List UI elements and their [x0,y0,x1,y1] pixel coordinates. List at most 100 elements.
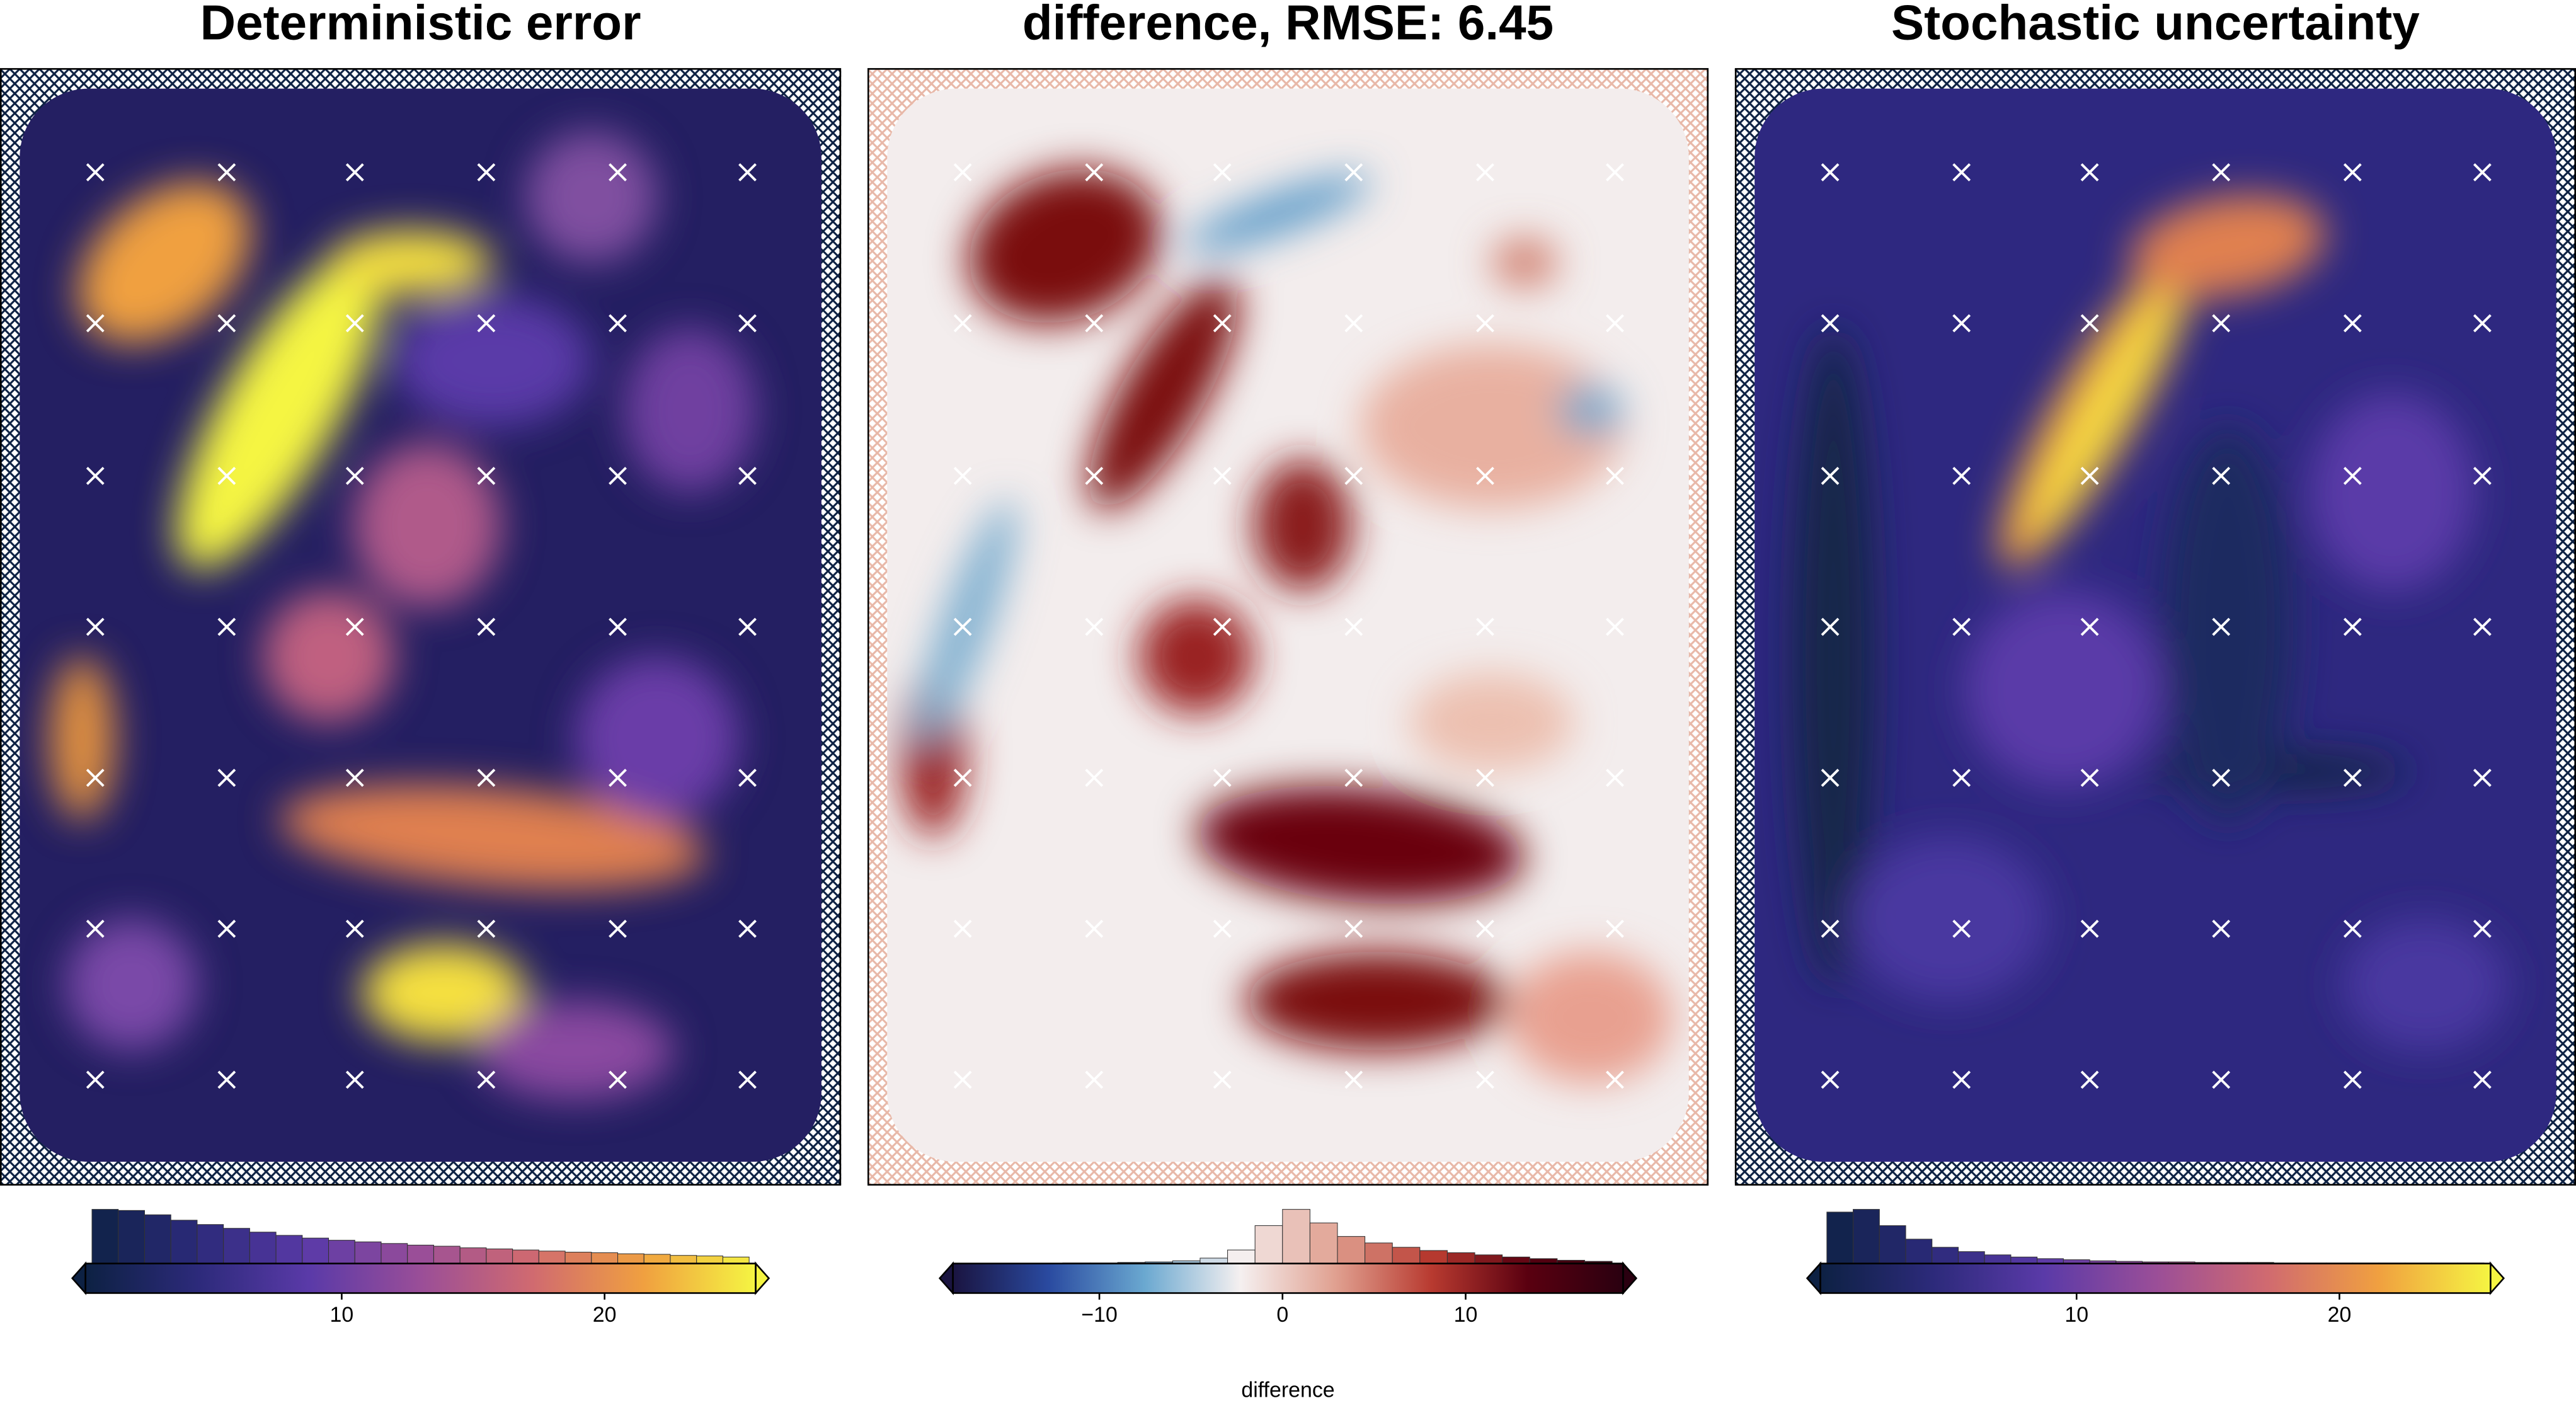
heatmap-blob [1360,344,1623,509]
histogram-bar [118,1210,146,1264]
heatmap-blob [328,229,493,295]
histogram-bar [1309,1222,1338,1264]
histogram-bar [144,1214,171,1264]
heatmap-blob [1409,672,1574,772]
sample-marker [1952,1070,1971,1089]
sample-marker [1344,919,1363,938]
sample-marker [1952,617,1971,636]
heatmap-blob [1508,951,1673,1084]
colorbar-tick-label: 20 [593,1303,617,1327]
sample-marker [953,314,972,333]
histogram-bar [354,1241,382,1264]
heatmap-blob [1792,328,1875,985]
sample-marker [345,314,364,333]
sample-marker [86,1070,105,1089]
heatmap-blob [353,443,501,607]
heatmap-blob [2130,195,2325,298]
histogram-bar [223,1228,250,1264]
colorbar-extension [2490,1261,2505,1295]
histogram-bar [170,1220,198,1264]
heatmap-blob [176,251,383,570]
heatmap-blob [2310,394,2475,591]
histogram-bar [1879,1225,1906,1264]
chart-title: Deterministic error [200,0,641,50]
sample-marker [2212,466,2231,485]
sample-marker [1213,769,1232,787]
colorbar-extension [1622,1261,1638,1295]
sample-marker [2080,617,2099,636]
heatmap-blob [1138,598,1254,714]
sample-marker [345,466,364,485]
chart-title: Stochastic uncertainty [1891,0,2420,50]
sample-marker [609,617,627,636]
heatmap-blob [525,131,658,263]
sample-marker [2473,163,2492,181]
colorbar-tick-label: 10 [330,1303,354,1327]
sample-marker [953,919,972,938]
histogram-bar [643,1254,671,1264]
sample-marker [2343,617,2362,636]
sample-marker [2212,919,2231,938]
sample-marker [1213,617,1232,636]
sample-marker [953,617,972,636]
heatmap-blob [77,181,251,344]
colorbar [84,1263,757,1294]
sample-marker [953,466,972,485]
histogram-bar [91,1209,119,1264]
sample-marker [1476,769,1494,787]
sample-marker [738,617,757,636]
sample-marker [1085,919,1104,938]
frame [1734,68,2576,1186]
histogram-bar [1984,1254,2012,1264]
sample-marker [345,1070,364,1089]
heatmap-blob [624,328,756,493]
heatmap-blob [1185,175,1371,252]
heatmap-blob [1088,278,1238,510]
histogram-bar [1446,1252,1475,1264]
sample-marker [1213,919,1232,938]
histogram-bar [2010,1256,2038,1264]
sample-marker [1952,919,1971,938]
histogram-bar [302,1237,329,1264]
sample-marker [1085,1070,1104,1089]
heatmap-blob [66,919,197,1050]
heatmap-blob [1491,238,1558,287]
sample-marker [609,1070,627,1089]
histogram-bar [696,1256,723,1264]
histogram-bar [407,1244,434,1264]
heatmap-blob [1964,590,2162,788]
histogram-bar [197,1224,224,1264]
histogram-bar [591,1252,619,1264]
heatmap-blob [280,784,706,890]
sample-marker [953,163,972,181]
sample-marker [738,466,757,485]
sample-marker [345,617,364,636]
heatmap-blob [968,169,1161,324]
histogram-bar [564,1252,592,1264]
sample-marker [1606,919,1624,938]
heatmap [1755,88,2556,1162]
sample-marker [738,314,757,333]
sample-marker [1344,314,1363,333]
heatmap-blob [263,590,394,723]
histogram-bar [249,1232,277,1264]
sample-marker [1821,769,1840,787]
sample-marker [1476,314,1494,333]
histogram-bar [722,1256,750,1264]
sample-marker [1476,466,1494,485]
sample-marker [1821,163,1840,181]
histogram-bar [1254,1225,1283,1264]
sample-marker [1952,163,1971,181]
sample-marker [86,314,105,333]
sample-marker [1213,466,1232,485]
heatmap-blob [575,656,740,821]
sample-marker [2473,769,2492,787]
sample-marker [2343,919,2362,938]
heatmap-blob [49,656,115,821]
sample-marker [477,919,496,938]
sample-marker [2080,919,2099,938]
sample-marker [1085,466,1104,485]
sample-marker [1952,314,1971,333]
sample-marker [86,466,105,485]
sample-marker [2212,617,2231,636]
